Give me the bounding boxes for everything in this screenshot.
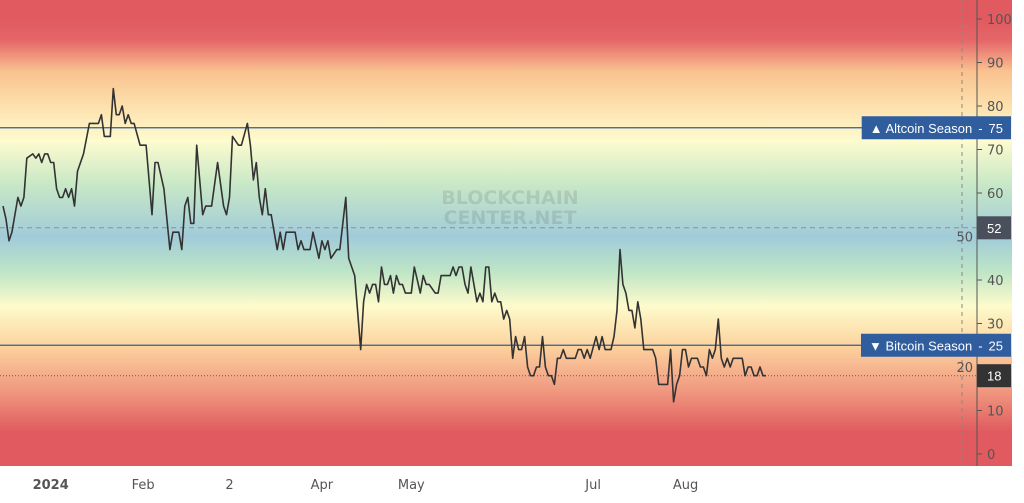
y-axis: 0 10 20 30 40 50 60 70 80 90 100	[956, 13, 1011, 463]
chart-background	[0, 0, 1012, 466]
x-tick-label: Apr	[311, 478, 334, 493]
x-tick-label: Aug	[673, 478, 698, 493]
reference-lines	[0, 127, 977, 346]
x-axis-area	[0, 466, 1024, 503]
reference-label: ▲ Altcoin Season	[870, 121, 972, 136]
reference-label-box	[860, 333, 1011, 357]
watermark-line-2: CENTER.NET	[444, 207, 577, 229]
x-tick-label: Jul	[584, 478, 601, 493]
marker-value-label: 18	[987, 369, 1001, 384]
y-tick-label: 90	[987, 57, 1004, 72]
y-tick-label: 20	[956, 361, 973, 376]
y-tick-label: 60	[987, 187, 1004, 202]
x-tick-label: 2	[225, 478, 233, 493]
x-tick-label: May	[398, 478, 425, 493]
watermark: BLOCKCHAIN CENTER.NET	[441, 187, 578, 229]
reference-value-label: 25	[989, 338, 1003, 353]
reference-label-sep: -	[978, 338, 982, 353]
y-tick-label: 50	[956, 231, 973, 246]
y-tick-label: 40	[987, 274, 1004, 289]
x-axis: 2024 Feb 2 Apr May Jul Aug	[33, 478, 699, 493]
series-line	[2, 87, 766, 403]
reference-label-box	[861, 116, 1011, 140]
marker-value-box	[977, 216, 1011, 240]
reference-label-sep: -	[978, 121, 982, 136]
marker-value-box	[977, 364, 1011, 388]
marker-value-label: 52	[987, 221, 1001, 236]
reference-label: ▼ Bitcoin Season	[869, 338, 972, 353]
x-tick-label: Feb	[132, 478, 155, 493]
y-tick-label: 80	[987, 100, 1004, 115]
x-tick-label: 2024	[33, 478, 69, 493]
watermark-line-1: BLOCKCHAIN	[441, 187, 578, 209]
value-markers	[0, 227, 977, 377]
reference-value-label: 75	[989, 121, 1003, 136]
y-tick-label: 0	[987, 448, 995, 463]
y-tick-label: 70	[987, 144, 1004, 159]
y-tick-label: 30	[987, 318, 1004, 333]
y-tick-label: 10	[987, 405, 1004, 420]
y-tick-label: 100	[987, 13, 1012, 28]
axis-labels: ▲ Altcoin Season -75▼ Bitcoin Season -2552…	[860, 116, 1011, 388]
